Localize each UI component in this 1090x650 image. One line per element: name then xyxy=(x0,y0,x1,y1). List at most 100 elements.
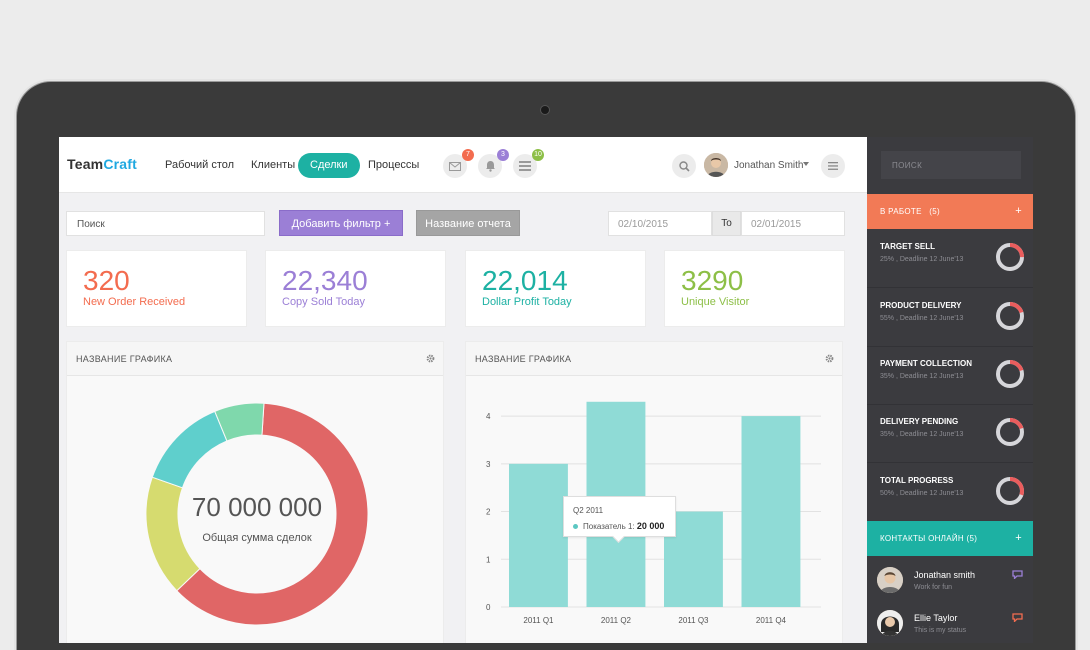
tooltip-value: 20 000 xyxy=(636,521,665,531)
task-progress-ring xyxy=(996,243,1024,271)
search-input[interactable]: Поиск xyxy=(66,211,265,236)
tasks-badge: 10 xyxy=(532,149,544,161)
report-name-button[interactable]: Название отчета xyxy=(416,210,520,236)
task-item[interactable]: TARGET SELL 25% , Deadline 12 June'13 xyxy=(867,230,1033,288)
avatar-image xyxy=(704,153,728,177)
contact-status: This is my status xyxy=(914,627,967,634)
messages-button[interactable]: 7 xyxy=(443,149,474,178)
donut-chart xyxy=(145,402,369,626)
panel-title: НАЗВАНИЕ ГРАФИКА xyxy=(76,354,173,364)
task-progress-ring xyxy=(996,360,1024,388)
contact-name: Jonathan smith xyxy=(914,570,976,580)
panel-header: НАЗВАНИЕ ГРАФИКА xyxy=(67,342,443,376)
search-icon xyxy=(678,160,690,172)
tasks-header-title: В РАБОТЕ xyxy=(880,207,922,216)
donut-center-value: 70 000 000 xyxy=(191,492,323,522)
ring-progress xyxy=(996,360,1024,388)
task-progress-ring xyxy=(996,418,1024,446)
contacts-header-title: КОНТАКТЫ ОНЛАЙН (5) xyxy=(880,534,978,543)
task-meta: 25% , Deadline 12 June'13 xyxy=(880,256,964,263)
tooltip-row: Показатель 1: 20 000 xyxy=(573,521,664,531)
user-name[interactable]: Jonathan Smith xyxy=(734,160,804,171)
date-to-input[interactable]: 02/01/2015 xyxy=(741,211,845,236)
stat-label: Copy Sold Today xyxy=(282,296,365,308)
stat-value: 22,340 xyxy=(282,265,368,296)
contact-avatar xyxy=(877,610,903,636)
tasks-button[interactable]: 10 xyxy=(513,149,544,178)
stat-card-visitors: 3290 Unique Visitor xyxy=(664,250,845,327)
camera xyxy=(541,106,549,114)
sidebar-search-input[interactable]: ПОИСК xyxy=(881,151,1021,179)
task-meta: 35% , Deadline 12 June'13 xyxy=(880,373,964,380)
contact-item[interactable]: Jonathan smith Work for fun xyxy=(867,561,1033,603)
app-screen: TeamCraft Рабочий стол Клиенты Сделки Пр… xyxy=(59,137,1033,643)
contacts-header[interactable]: КОНТАКТЫ ОНЛАЙН (5) + xyxy=(867,521,1033,556)
logo[interactable]: TeamCraft xyxy=(67,156,137,172)
contact-status: Work for fun xyxy=(914,584,952,591)
ring-progress xyxy=(996,418,1024,446)
gear-icon[interactable] xyxy=(825,354,834,363)
stat-label: Unique Visitor xyxy=(681,296,750,308)
main-area: TeamCraft Рабочий стол Клиенты Сделки Пр… xyxy=(59,137,867,643)
add-contact-button[interactable]: + xyxy=(1015,532,1022,544)
chart-tooltip: Q2 2011 Показатель 1: 20 000 xyxy=(563,496,676,537)
right-sidebar: ПОИСК В РАБОТЕ (5) + TARGET SELL 25% , De… xyxy=(867,137,1033,643)
donut-panel: НАЗВАНИЕ ГРАФИКА 70 000 000 Общая сумма … xyxy=(66,341,444,643)
ring-progress xyxy=(996,302,1024,330)
task-meta: 35% , Deadline 12 June'13 xyxy=(880,431,964,438)
donut-slice[interactable] xyxy=(151,410,228,489)
nav-clients[interactable]: Клиенты xyxy=(251,159,296,171)
bar[interactable] xyxy=(509,463,568,607)
mail-icon xyxy=(449,161,461,171)
stat-value: 320 xyxy=(83,265,130,296)
x-tick-label: 2011 Q1 xyxy=(523,616,554,625)
gear-icon[interactable] xyxy=(426,354,435,363)
donut-slice[interactable] xyxy=(176,402,369,626)
date-from-input[interactable]: 02/10/2015 xyxy=(608,211,712,236)
list-icon xyxy=(519,161,531,171)
bar-panel: НАЗВАНИЕ ГРАФИКА 0 1 2 3 4 2011 Q1 2011 Q2 2011… xyxy=(465,341,843,643)
task-item[interactable]: TOTAL PROGRESS 50% , Deadline 12 June'13 xyxy=(867,464,1033,522)
contact-avatar xyxy=(877,567,903,593)
bar[interactable] xyxy=(741,416,801,607)
panel-title: НАЗВАНИЕ ГРАФИКА xyxy=(475,354,572,364)
stat-card-orders: 320 New Order Received xyxy=(66,250,247,327)
nav-processes[interactable]: Процессы xyxy=(368,159,420,171)
menu-button[interactable] xyxy=(821,154,845,178)
y-tick-label: 2 xyxy=(486,508,491,517)
nav-deals[interactable]: Сделки xyxy=(298,153,360,178)
stat-value: 3290 xyxy=(681,265,744,296)
tooltip-label: Показатель 1: xyxy=(583,522,635,531)
user-menu-caret-icon[interactable] xyxy=(803,162,809,166)
x-tick-label: 2011 Q4 xyxy=(756,616,787,625)
chat-icon[interactable] xyxy=(1012,613,1023,622)
donut-slice[interactable] xyxy=(214,402,265,442)
contact-item[interactable]: Ellie Taylor This is my status xyxy=(867,604,1033,643)
task-item[interactable]: PRODUCT DELIVERY 55% , Deadline 12 June'1… xyxy=(867,289,1033,347)
nav-desktop[interactable]: Рабочий стол xyxy=(165,159,235,171)
search-button[interactable] xyxy=(672,154,696,178)
task-progress-ring xyxy=(996,302,1024,330)
top-header: TeamCraft Рабочий стол Клиенты Сделки Пр… xyxy=(59,137,867,193)
task-title: TARGET SELL xyxy=(880,242,935,251)
donut-center-label: Общая сумма сделок xyxy=(202,532,312,544)
bell-icon xyxy=(485,161,495,172)
chat-icon[interactable] xyxy=(1012,570,1023,579)
date-separator: To xyxy=(712,211,741,236)
notifications-button[interactable]: 3 xyxy=(478,149,509,178)
add-filter-button[interactable]: Добавить фильтр + xyxy=(279,210,403,236)
avatar-image xyxy=(877,567,903,593)
stat-value: 22,014 xyxy=(482,265,568,296)
y-tick-label: 0 xyxy=(486,603,491,612)
tasks-header[interactable]: В РАБОТЕ (5) + xyxy=(867,194,1033,229)
tooltip-title: Q2 2011 xyxy=(573,506,604,515)
hamburger-icon xyxy=(828,162,838,170)
user-avatar[interactable] xyxy=(704,153,728,177)
avatar-image xyxy=(877,610,903,636)
notifications-badge: 3 xyxy=(497,149,509,161)
messages-badge: 7 xyxy=(462,149,474,161)
task-item[interactable]: DELIVERY PENDING 35% , Deadline 12 June'1… xyxy=(867,405,1033,463)
logo-text-part2: Craft xyxy=(103,156,138,172)
task-item[interactable]: PAYMENT COLLECTION 35% , Deadline 12 June… xyxy=(867,347,1033,405)
add-task-button[interactable]: + xyxy=(1015,205,1022,217)
